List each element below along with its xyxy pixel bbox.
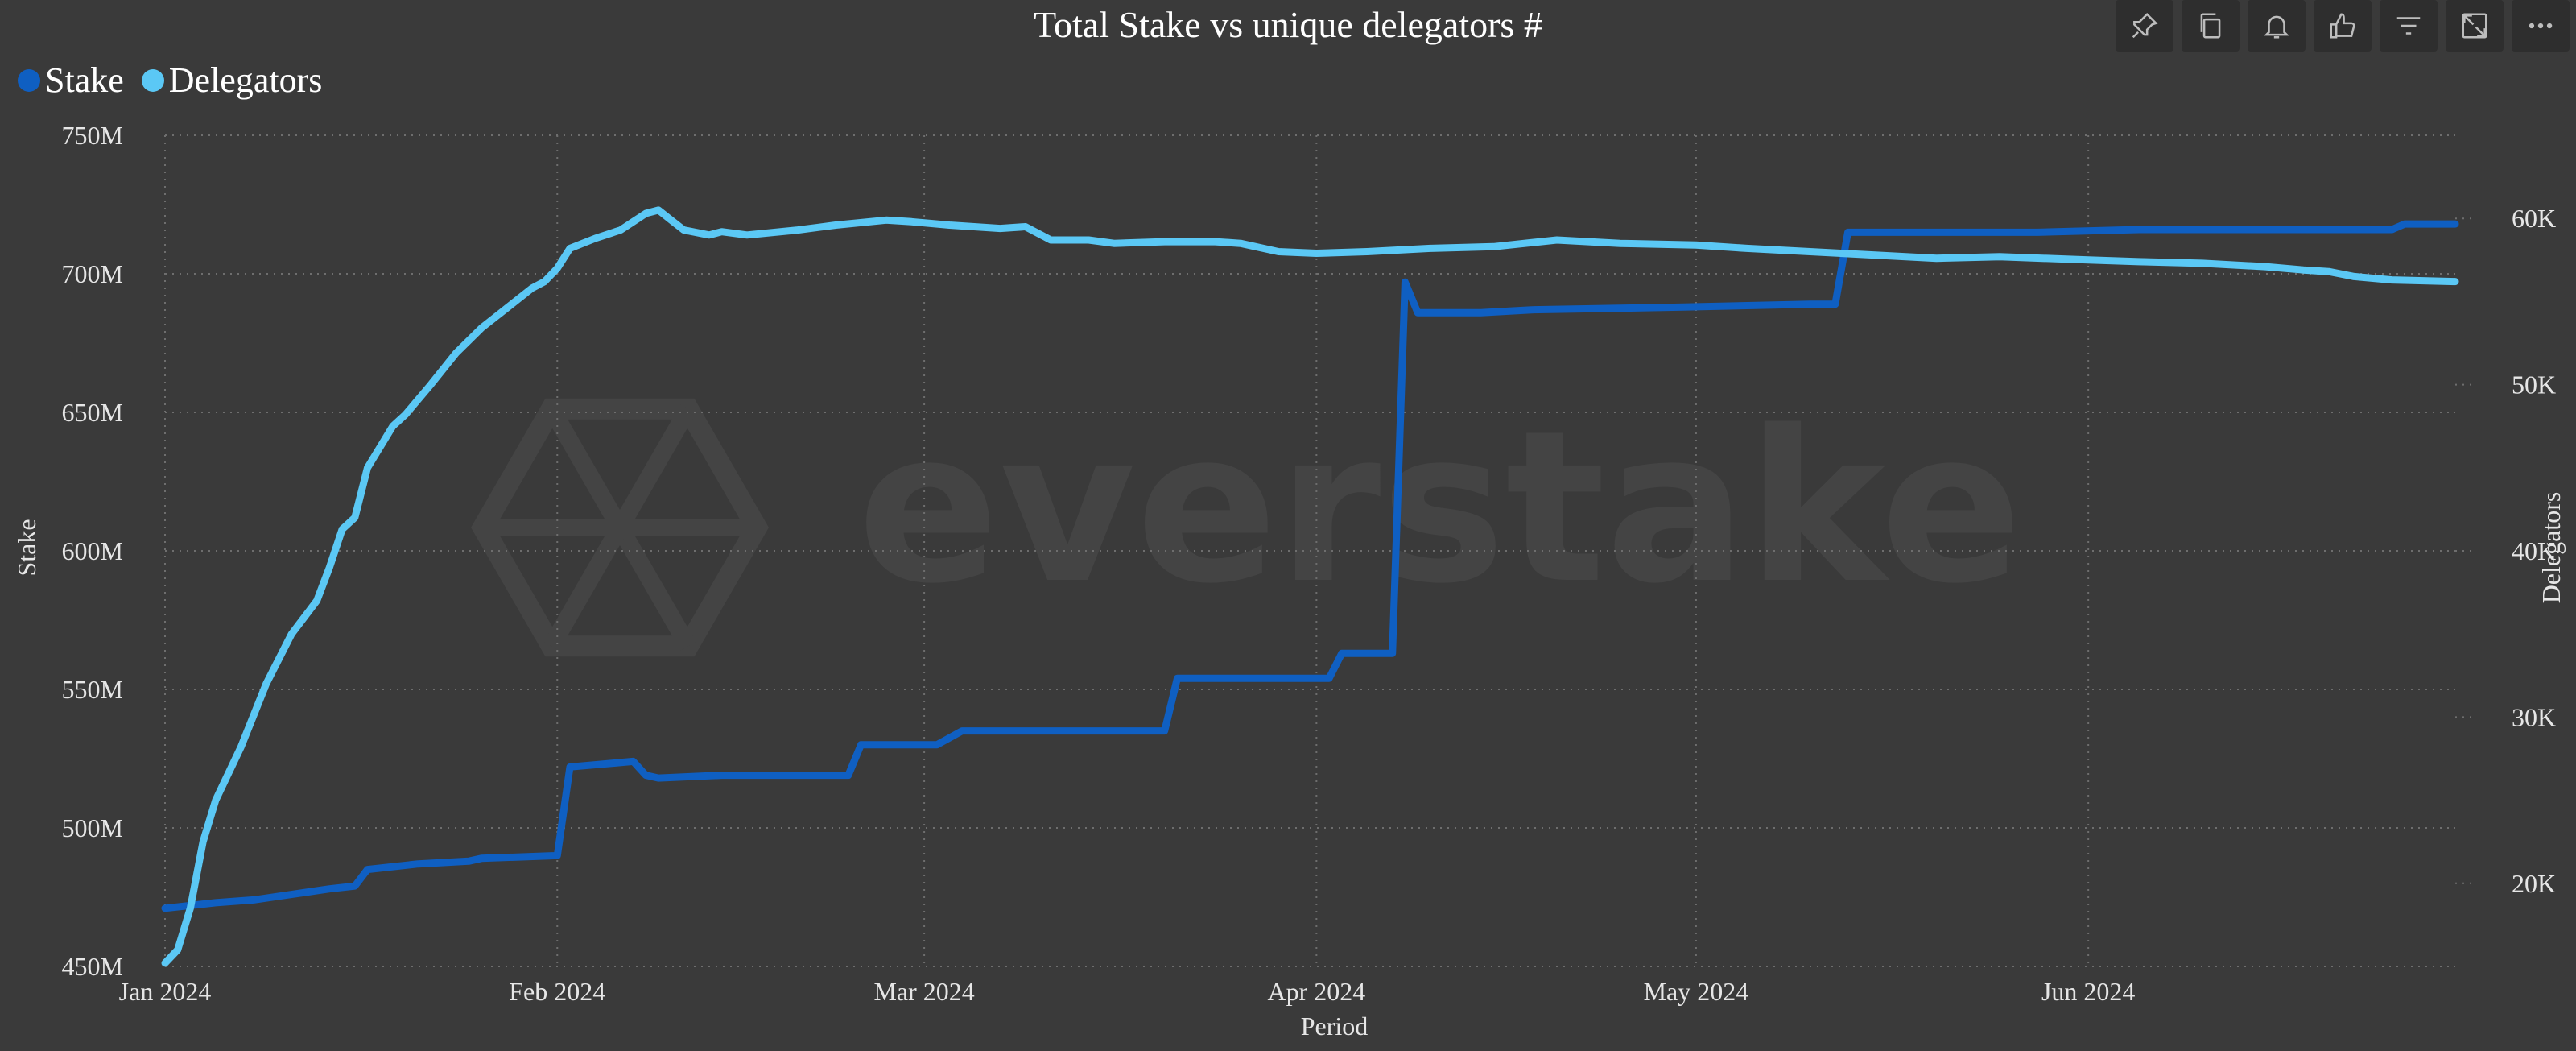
y-tick-label: 750M — [62, 121, 123, 150]
y-tick-label: 600M — [62, 536, 123, 565]
x-tick-label: Feb 2024 — [509, 977, 605, 1006]
x-axis-title: Period — [1301, 1012, 1368, 1041]
x-tick-label: May 2024 — [1644, 977, 1749, 1006]
more-options-button[interactable] — [2512, 0, 2570, 52]
visual-toolbar — [2116, 0, 2570, 52]
x-tick-label: Jan 2024 — [119, 977, 212, 1006]
copy-button[interactable] — [2182, 0, 2240, 52]
x-tick-label: Jun 2024 — [2041, 977, 2135, 1006]
thumbs-up-icon — [2330, 13, 2355, 39]
watermark-text: everstake — [857, 387, 2022, 630]
series-line-delegators — [161, 206, 2459, 967]
expand-icon — [2462, 13, 2487, 39]
watermark: everstake — [470, 387, 2022, 657]
y2-tick-label: 60K — [2512, 204, 2556, 233]
pin-button[interactable] — [2116, 0, 2174, 52]
watermark-logo-spoke — [543, 404, 696, 651]
legend-swatch-delegators — [141, 68, 164, 92]
y-tick-label: 550M — [62, 675, 123, 704]
y-tick-label: 450M — [62, 952, 123, 981]
legend-swatch-stake — [18, 68, 40, 92]
more-icon — [2529, 23, 2553, 29]
y2-tick-label: 40K — [2512, 536, 2556, 565]
y2-tick-label: 50K — [2512, 370, 2556, 399]
filter-button[interactable] — [2380, 0, 2438, 52]
y2-tick-label: 20K — [2512, 869, 2556, 898]
y-tick-label: 650M — [62, 398, 123, 427]
y2-axis-title: Delegators — [2537, 492, 2566, 604]
pin-icon — [2132, 12, 2158, 39]
y2-tick-label: 30K — [2512, 702, 2556, 731]
y-tick-label: 700M — [62, 259, 123, 288]
series-lines — [161, 206, 2459, 967]
feedback-button[interactable] — [2314, 0, 2372, 52]
bell-icon — [2264, 15, 2289, 39]
legend-item-delegators[interactable]: Delegators — [141, 60, 323, 101]
legend-label-delegators: Delegators — [168, 60, 323, 100]
copy-icon — [2200, 13, 2221, 39]
focus-mode-button[interactable] — [2446, 0, 2504, 52]
chart-title: Total Stake vs unique delegators # — [1034, 4, 1542, 45]
gridlines — [164, 134, 2471, 967]
legend-item-stake[interactable]: Stake — [18, 60, 124, 101]
series-line-stake — [161, 220, 2459, 912]
legend: Stake Delegators — [18, 60, 322, 101]
y-tick-label: 500M — [62, 813, 123, 842]
filter-icon — [2396, 17, 2421, 35]
axes: 450M 500M 550M 600M 650M 700M 750M 20K 30K 40K 50K… — [12, 121, 2566, 1041]
x-tick-label: Apr 2024 — [1267, 977, 1365, 1006]
y-axis-title: Stake — [12, 519, 41, 576]
x-tick-label: Mar 2024 — [873, 977, 974, 1006]
alert-button[interactable] — [2248, 0, 2306, 52]
legend-label-stake: Stake — [45, 60, 124, 100]
